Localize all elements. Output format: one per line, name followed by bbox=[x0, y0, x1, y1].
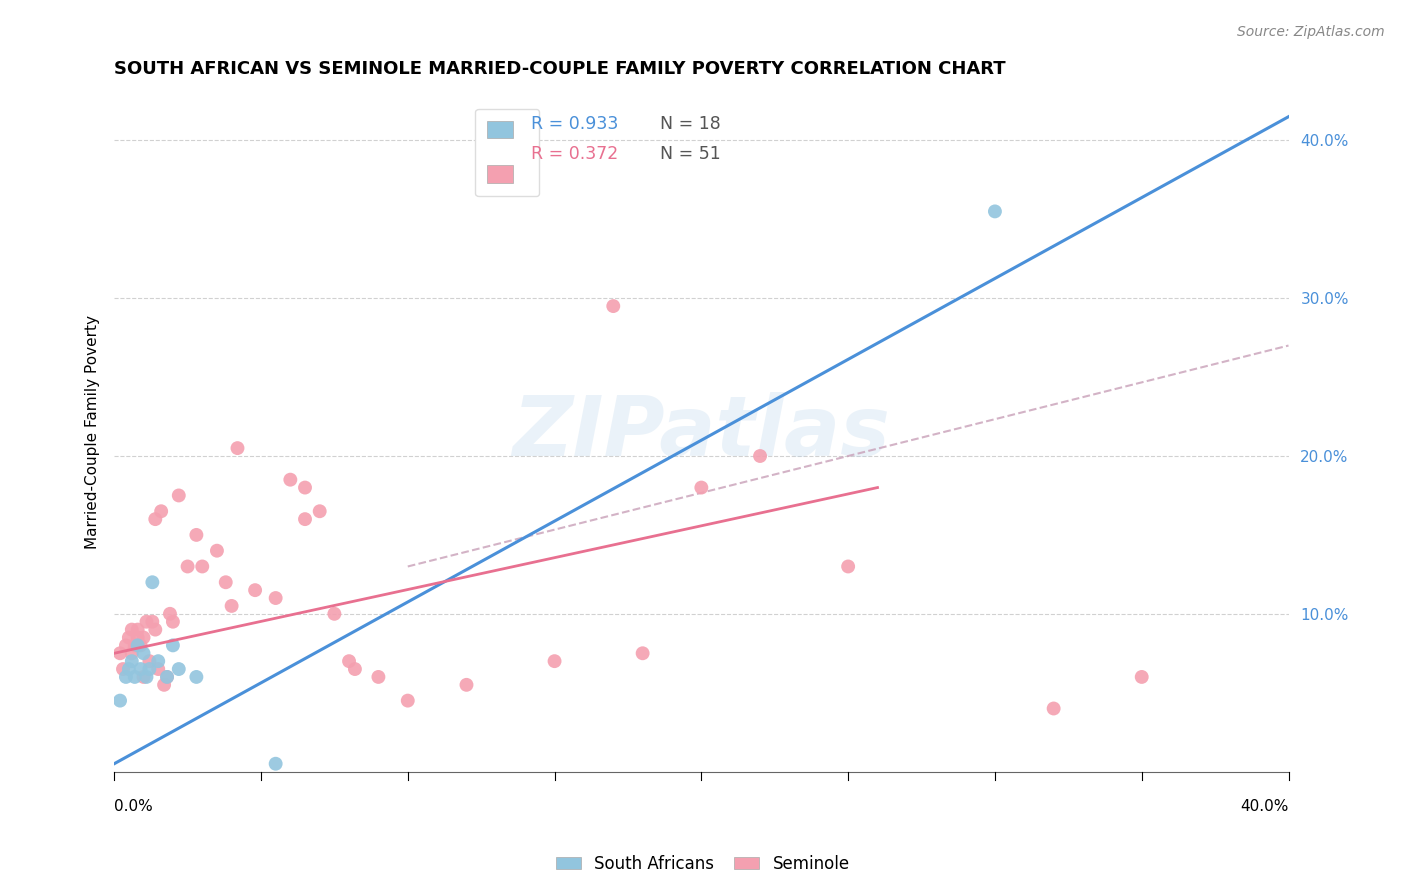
Text: 40.0%: 40.0% bbox=[1240, 799, 1288, 814]
Point bbox=[159, 607, 181, 621]
Point bbox=[108, 646, 131, 660]
Y-axis label: Married-Couple Family Poverty: Married-Couple Family Poverty bbox=[86, 316, 100, 549]
Point bbox=[396, 693, 419, 707]
Point bbox=[176, 559, 198, 574]
Point bbox=[135, 670, 157, 684]
Point bbox=[127, 623, 149, 637]
Point bbox=[367, 670, 389, 684]
Point bbox=[186, 528, 208, 542]
Point bbox=[205, 543, 228, 558]
Point bbox=[278, 473, 301, 487]
Point bbox=[138, 662, 160, 676]
Point bbox=[221, 599, 243, 613]
Point bbox=[167, 662, 190, 676]
Point bbox=[118, 631, 141, 645]
Point bbox=[150, 504, 173, 518]
Point bbox=[118, 662, 141, 676]
Point bbox=[124, 670, 146, 684]
Point bbox=[215, 575, 238, 590]
Text: N = 51: N = 51 bbox=[648, 145, 720, 163]
Point bbox=[143, 623, 166, 637]
Point bbox=[308, 504, 330, 518]
Point bbox=[543, 654, 565, 668]
Point bbox=[132, 631, 155, 645]
Point bbox=[456, 678, 478, 692]
Point bbox=[141, 615, 163, 629]
Point bbox=[141, 575, 163, 590]
Point bbox=[148, 654, 170, 668]
Point bbox=[132, 670, 155, 684]
Point bbox=[129, 639, 152, 653]
Point bbox=[294, 512, 316, 526]
Text: SOUTH AFRICAN VS SEMINOLE MARRIED-COUPLE FAMILY POVERTY CORRELATION CHART: SOUTH AFRICAN VS SEMINOLE MARRIED-COUPLE… bbox=[114, 60, 1005, 78]
Legend: South Africans, Seminole: South Africans, Seminole bbox=[550, 848, 856, 880]
Point bbox=[749, 449, 772, 463]
Point bbox=[337, 654, 360, 668]
Point bbox=[602, 299, 624, 313]
Point bbox=[162, 615, 184, 629]
Point bbox=[226, 441, 249, 455]
Point bbox=[191, 559, 214, 574]
Legend: , : , bbox=[475, 109, 540, 196]
Point bbox=[153, 678, 176, 692]
Point bbox=[135, 615, 157, 629]
Point bbox=[1042, 701, 1064, 715]
Point bbox=[143, 512, 166, 526]
Point bbox=[115, 670, 138, 684]
Point bbox=[167, 488, 190, 502]
Point bbox=[162, 639, 184, 653]
Text: ZIPatlas: ZIPatlas bbox=[512, 392, 890, 473]
Point bbox=[243, 583, 266, 598]
Text: 0.0%: 0.0% bbox=[114, 799, 153, 814]
Point bbox=[121, 654, 143, 668]
Point bbox=[631, 646, 654, 660]
Point bbox=[124, 639, 146, 653]
Point bbox=[127, 631, 149, 645]
Point bbox=[294, 481, 316, 495]
Text: R = 0.372: R = 0.372 bbox=[531, 145, 619, 163]
Point bbox=[343, 662, 366, 676]
Point bbox=[115, 639, 138, 653]
Point bbox=[132, 646, 155, 660]
Point bbox=[129, 662, 152, 676]
Point bbox=[121, 646, 143, 660]
Point bbox=[837, 559, 859, 574]
Point bbox=[111, 662, 134, 676]
Point bbox=[138, 654, 160, 668]
Point bbox=[156, 670, 179, 684]
Point bbox=[1130, 670, 1153, 684]
Text: Source: ZipAtlas.com: Source: ZipAtlas.com bbox=[1237, 25, 1385, 39]
Point bbox=[121, 623, 143, 637]
Point bbox=[323, 607, 346, 621]
Point bbox=[690, 481, 713, 495]
Text: N = 18: N = 18 bbox=[648, 114, 720, 133]
Point bbox=[127, 639, 149, 653]
Point bbox=[108, 693, 131, 707]
Point bbox=[148, 662, 170, 676]
Point bbox=[984, 204, 1007, 219]
Point bbox=[264, 591, 287, 605]
Point bbox=[264, 756, 287, 771]
Text: R = 0.933: R = 0.933 bbox=[531, 114, 619, 133]
Point bbox=[156, 670, 179, 684]
Point bbox=[186, 670, 208, 684]
